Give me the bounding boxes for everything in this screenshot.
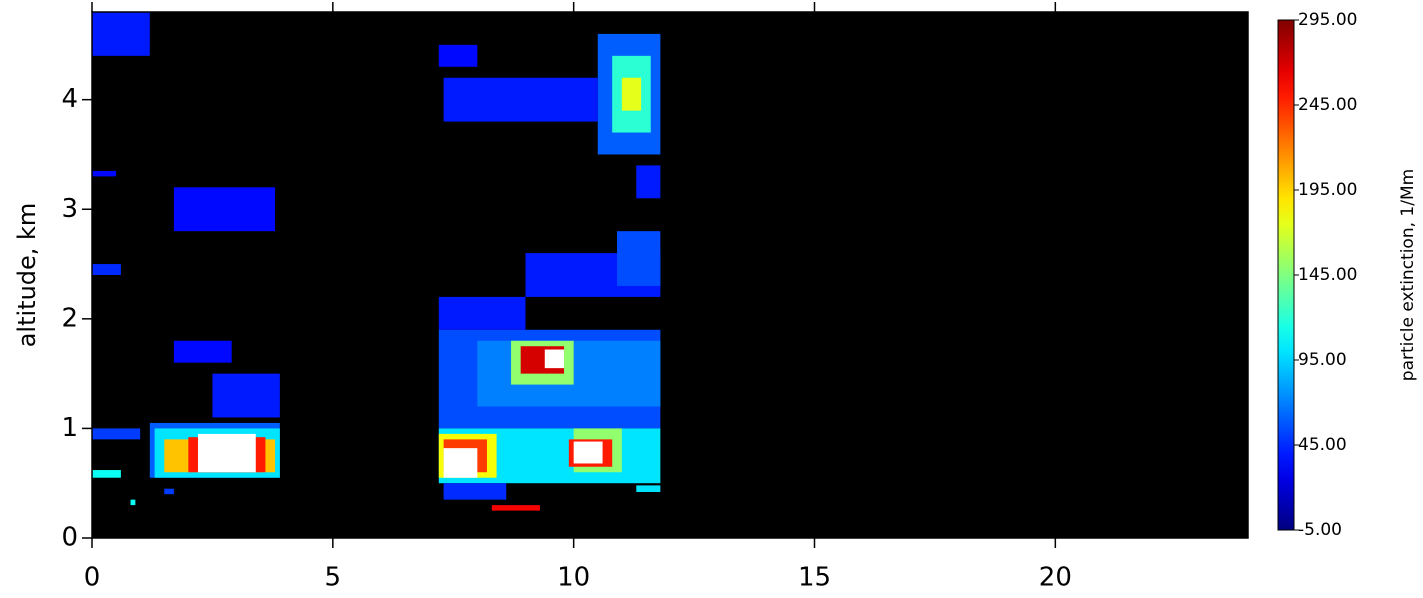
heat-cell [197, 433, 256, 473]
colorbar-label: particle extinction, 1/Mm [1398, 169, 1418, 381]
heat-cell [92, 170, 117, 177]
plot-background [92, 12, 1248, 538]
heat-cell [164, 488, 174, 495]
heat-cell [617, 231, 661, 286]
colorbar [1277, 19, 1295, 531]
heat-cell [573, 441, 603, 464]
heat-cell [636, 485, 661, 492]
y-tick-label: 3 [61, 194, 78, 224]
y-axis-label: altitude, km [13, 203, 41, 348]
heat-cell [491, 505, 540, 511]
colorbar-tick-label: 245.00 [1298, 95, 1357, 115]
x-tick-label: 5 [325, 563, 342, 593]
heat-cell [621, 77, 642, 111]
heat-cell [92, 470, 121, 478]
heat-cell [443, 483, 507, 500]
x-tick-label: 15 [798, 563, 831, 593]
heat-cell [173, 340, 232, 363]
heat-cell [92, 12, 150, 56]
heat-cell [438, 296, 526, 330]
colorbar-tick-label: 145.00 [1298, 265, 1357, 285]
heat-cell [212, 373, 280, 418]
heat-cell [130, 499, 136, 506]
heat-cell [173, 187, 276, 232]
y-tick-label: 2 [61, 303, 78, 333]
heat-cell [92, 264, 121, 275]
heat-cell [443, 77, 598, 122]
colorbar-tick-label: 195.00 [1298, 180, 1357, 200]
heat-cell [636, 165, 661, 199]
y-tick-label: 1 [61, 413, 78, 443]
colorbar-tick-label: 95.00 [1298, 350, 1347, 370]
heat-cell [544, 349, 565, 369]
heat-cell [438, 44, 478, 67]
plot-frame [91, 11, 1249, 539]
x-tick-label: 0 [84, 563, 101, 593]
colorbar-tick-label: 45.00 [1298, 435, 1347, 455]
colorbar-tick-label: -5.00 [1298, 520, 1342, 540]
heat-cell [92, 428, 141, 440]
y-tick-label: 0 [61, 523, 78, 553]
heat-cell [443, 448, 478, 478]
x-tick-label: 10 [557, 563, 590, 593]
x-tick-label: 20 [1039, 563, 1072, 593]
y-tick-label: 4 [61, 84, 78, 114]
colorbar-tick-label: 295.00 [1298, 10, 1357, 30]
